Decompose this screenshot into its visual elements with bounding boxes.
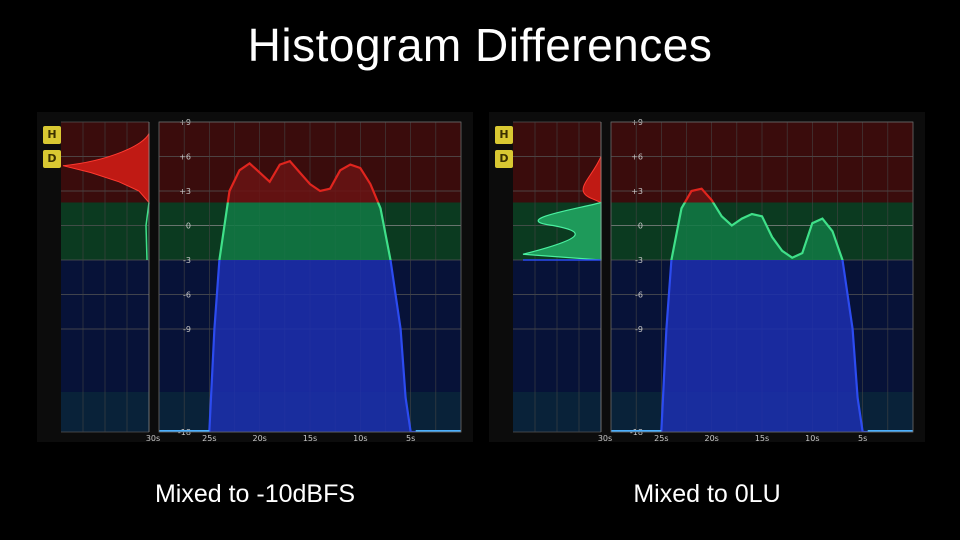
y-tick-label: 0 <box>638 222 643 231</box>
h-button[interactable]: H <box>43 126 61 144</box>
loudness-line-blue <box>611 260 913 432</box>
blue-zone-group <box>159 260 461 432</box>
y-tick-label: -3 <box>183 256 191 265</box>
d-button[interactable]: D <box>495 150 513 168</box>
y-tick-label: +9 <box>179 118 191 127</box>
side-histogram-red <box>582 156 602 204</box>
loudness-area-blue <box>159 260 461 432</box>
histogram-panel-right: +9 +6 +3 0 -3 -6 -9 -18 30s 25s 20s 15s 10s 5s H D <box>489 112 925 442</box>
y-tick-label: +9 <box>631 118 643 127</box>
y-tick-label: -9 <box>183 325 191 334</box>
red-zone-group <box>226 159 380 203</box>
red-zone-group <box>683 187 715 203</box>
y-tick-label: -6 <box>183 291 191 300</box>
histogram-panel-left: +9 +6 +3 0 -3 -6 -9 -18 30s 25s 20s 15s 10s 5s H D <box>37 112 473 442</box>
x-tick-label: 10s <box>805 434 819 442</box>
loudness-line-green <box>670 202 844 260</box>
d-button[interactable]: D <box>43 150 61 168</box>
plot-frame <box>610 121 914 433</box>
loudness-area-green <box>219 202 391 260</box>
y-tick-label: +6 <box>631 153 643 162</box>
x-tick-label: 10s <box>353 434 367 442</box>
y-tick-label: -18 <box>630 428 643 437</box>
side-histogram-green <box>145 202 150 261</box>
green-zone-group <box>218 202 392 260</box>
y-tick-label: +3 <box>179 187 191 196</box>
x-tick-label: 5s <box>858 434 867 442</box>
y-tick-label: -18 <box>178 428 191 437</box>
slide-title: Histogram Differences <box>247 19 713 71</box>
h-button[interactable]: H <box>495 126 513 144</box>
caption-left: Mixed to -10dBFS <box>154 480 356 508</box>
histogram-chart: +9 +6 +3 0 -3 -6 -9 -18 30s 25s 20s 15s 10s 5s <box>513 118 914 442</box>
y-tick-label: +6 <box>179 153 191 162</box>
x-tick-label: 5s <box>406 434 415 442</box>
side-histogram-green <box>522 201 602 261</box>
x-tick-label: 20s <box>704 434 718 442</box>
side-histogram-red <box>62 133 150 204</box>
y-tick-label: +3 <box>631 187 643 196</box>
loudness-line-blue <box>159 260 461 432</box>
loudness-line-red <box>226 159 380 203</box>
x-tick-label: 15s <box>755 434 769 442</box>
y-tick-label: -6 <box>635 291 643 300</box>
blue-zone-group <box>611 260 913 432</box>
green-zone-group <box>670 202 844 260</box>
loudness-area-green <box>671 202 843 260</box>
loudness-area-blue <box>611 260 913 432</box>
x-tick-label: 25s <box>654 434 668 442</box>
y-tick-label: -3 <box>635 256 643 265</box>
plot-frame <box>158 121 462 433</box>
x-tick-label: 30s <box>598 434 612 442</box>
x-tick-label: 25s <box>202 434 216 442</box>
x-tick-label: 30s <box>146 434 160 442</box>
y-tick-label: -9 <box>635 325 643 334</box>
x-tick-label: 15s <box>303 434 317 442</box>
histogram-chart: +9 +6 +3 0 -3 -6 -9 -18 30s 25s 20s 15s 10s 5s <box>61 118 462 442</box>
x-tick-label: 20s <box>252 434 266 442</box>
caption-right: Mixed to 0LU <box>633 480 781 508</box>
y-tick-label: 0 <box>186 222 191 231</box>
